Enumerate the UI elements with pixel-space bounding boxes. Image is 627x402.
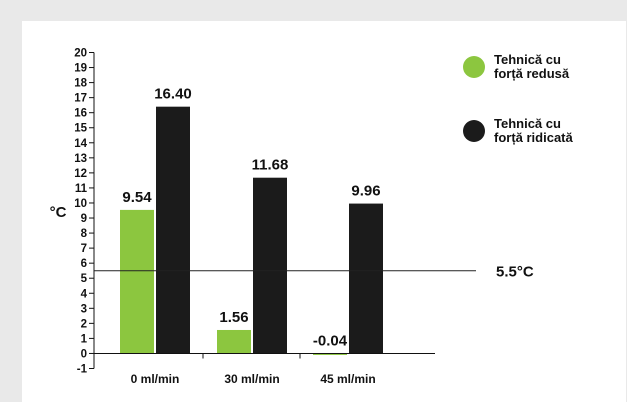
y-tick-label: 20	[74, 48, 87, 60]
y-tick-label: -1	[77, 364, 88, 376]
data-label: 11.68	[252, 157, 289, 174]
y-tick-label: 15	[74, 123, 87, 135]
x-tick-label: 45 ml/min	[320, 372, 375, 386]
legend-swatch	[463, 56, 485, 78]
y-tick-label: 11	[75, 183, 88, 195]
y-tick-label: 2	[81, 318, 87, 330]
x-tick-label: 0 ml/min	[131, 372, 180, 386]
legend-swatch	[463, 120, 485, 142]
y-axis-label: °C	[50, 204, 67, 221]
data-label: 1.56	[219, 309, 248, 326]
legend-label: Tehnică cu	[494, 116, 561, 131]
y-tick-label: 18	[74, 78, 87, 90]
y-tick-label: 14	[74, 138, 87, 150]
y-tick-label: 10	[74, 198, 87, 210]
x-tick-label: 30 ml/min	[224, 372, 279, 386]
y-tick-label: 5	[81, 273, 88, 285]
y-tick-label: 6	[81, 258, 87, 270]
bar-low-force	[313, 353, 347, 355]
y-tick-label: 0	[81, 348, 87, 360]
bar-low-force	[217, 329, 251, 354]
data-label: -0.04	[313, 332, 348, 349]
reference-line-group: 5.5°C	[94, 264, 534, 281]
legend-label: Tehnică cu	[494, 52, 561, 67]
reference-line-label: 5.5°C	[496, 264, 534, 281]
bar-high-force	[156, 106, 190, 354]
y-tick-label: 3	[81, 303, 87, 315]
y-tick-label: 13	[74, 153, 87, 165]
y-tick-label: 16	[74, 108, 87, 120]
x-axis: 0 ml/min 30 ml/min 45 ml/min	[94, 352, 435, 386]
data-label: 16.40	[154, 86, 192, 103]
legend-label: forță redusă	[494, 66, 570, 81]
legend-label: forță ridicată	[494, 130, 574, 145]
value-labels: 9.54 16.40 1.56 11.68 -0.04 9.96	[122, 86, 380, 350]
y-tick-label: 19	[74, 63, 87, 75]
bar-high-force	[349, 203, 383, 354]
y-tick-label: 7	[81, 243, 87, 255]
y-tick-label: 8	[81, 228, 88, 240]
y-tick-label: 17	[74, 93, 87, 105]
data-label: 9.54	[122, 189, 152, 206]
data-label: 9.96	[351, 183, 380, 200]
y-tick-label: 12	[74, 168, 87, 180]
bar-high-force	[253, 177, 287, 354]
bar-low-force	[120, 209, 154, 354]
y-tick-label: 1	[81, 333, 88, 345]
bars	[120, 106, 383, 355]
y-tick-label: 4	[81, 288, 88, 300]
y-tick-label: 9	[81, 213, 87, 225]
